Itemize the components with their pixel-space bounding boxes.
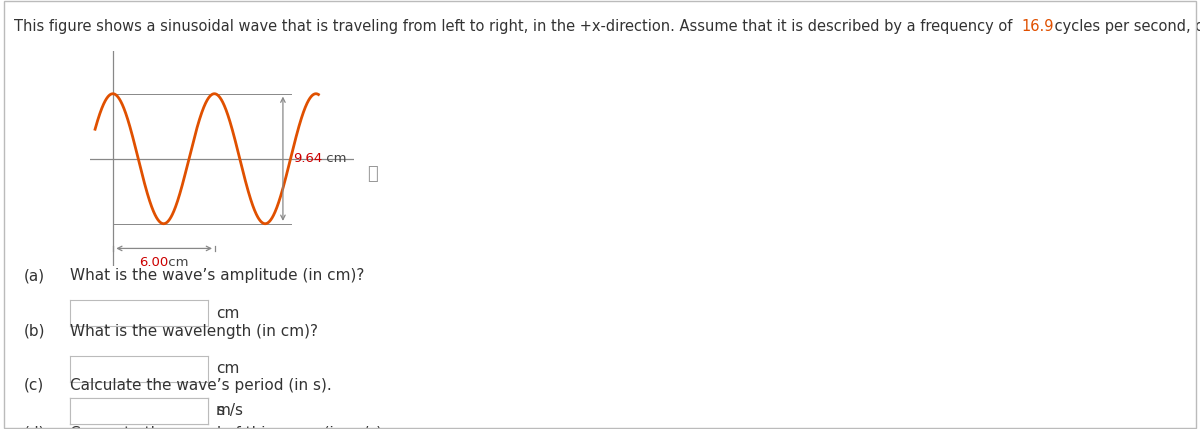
Text: Compute the speed of this wave (in m/s).: Compute the speed of this wave (in m/s). <box>70 426 386 429</box>
Text: (c): (c) <box>24 378 44 393</box>
Text: (a): (a) <box>24 268 46 283</box>
Text: (b): (b) <box>24 324 46 339</box>
Text: What is the wave’s amplitude (in cm)?: What is the wave’s amplitude (in cm)? <box>70 268 364 283</box>
Text: m/s: m/s <box>216 404 244 418</box>
Text: s: s <box>216 404 224 418</box>
Text: cycles per second, or hertz (Hz).: cycles per second, or hertz (Hz). <box>1050 19 1200 34</box>
Text: 9.64: 9.64 <box>293 152 323 165</box>
Text: cm: cm <box>164 256 188 269</box>
Text: What is the wavelength (in cm)?: What is the wavelength (in cm)? <box>70 324 318 339</box>
Text: (d): (d) <box>24 426 46 429</box>
Text: cm: cm <box>322 152 346 165</box>
Text: Calculate the wave’s period (in s).: Calculate the wave’s period (in s). <box>70 378 331 393</box>
Text: cm: cm <box>216 306 239 320</box>
Text: 16.9: 16.9 <box>1021 19 1054 34</box>
Text: 6.00: 6.00 <box>139 256 168 269</box>
Text: ⓘ: ⓘ <box>367 165 377 183</box>
Text: This figure shows a sinusoidal wave that is traveling from left to right, in the: This figure shows a sinusoidal wave that… <box>14 19 1018 34</box>
Text: cm: cm <box>216 362 239 376</box>
